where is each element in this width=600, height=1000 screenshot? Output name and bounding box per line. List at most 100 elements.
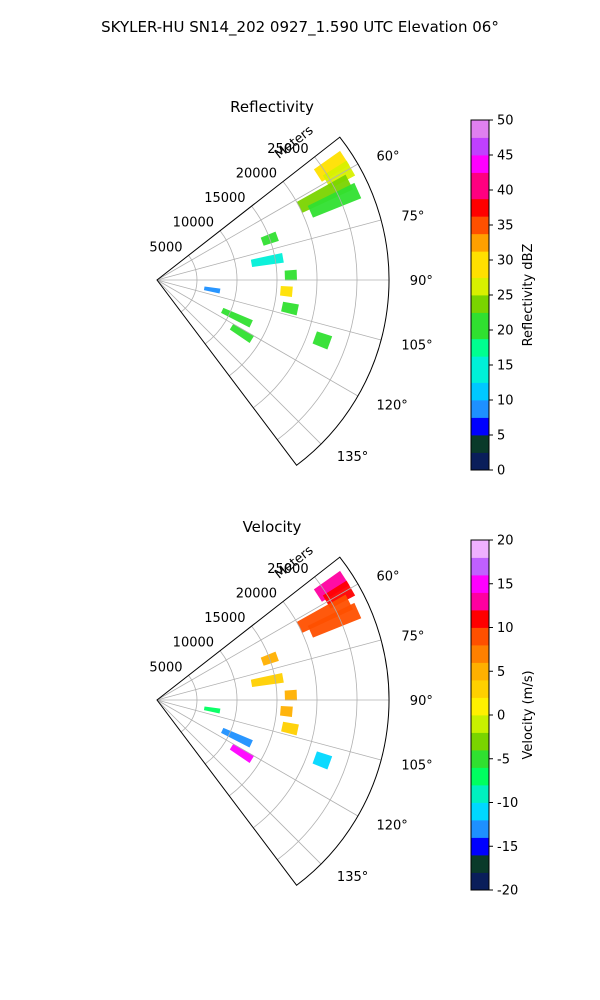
colorbar-segment — [471, 688, 489, 698]
colorbar-tick-label: 20 — [497, 534, 514, 549]
echo-cell — [229, 743, 255, 763]
colorbar-segment — [471, 601, 489, 611]
colorbar-segment — [471, 277, 489, 287]
colorbar-label: Velocity (m/s) — [521, 670, 536, 759]
panel-title: Velocity — [243, 518, 302, 536]
colorbar-segment — [471, 207, 489, 217]
echo-cell — [307, 182, 362, 218]
azimuth-spoke — [156, 583, 359, 701]
echo-cell — [203, 286, 221, 294]
colorbar-segment — [471, 706, 489, 716]
colorbar-tick-label: 25 — [497, 289, 514, 304]
colorbar-segment — [471, 365, 489, 375]
colorbar-segment — [471, 452, 489, 462]
echo-cell — [221, 307, 253, 328]
range-tick-label: 5000 — [149, 660, 182, 675]
echo-cell — [313, 150, 350, 182]
range-tick-label: 15000 — [204, 191, 245, 206]
colorbar-segment — [471, 828, 489, 838]
azimuth-spoke — [156, 163, 359, 281]
echo-cell — [221, 727, 253, 748]
colorbar-segment — [471, 303, 489, 313]
colorbar-segment — [471, 295, 489, 305]
range-ring — [253, 601, 318, 829]
colorbar-segment — [471, 268, 489, 278]
range-ring — [277, 576, 358, 861]
colorbar-segment — [471, 610, 489, 620]
panel-title: Reflectivity — [230, 98, 314, 116]
colorbar-segment — [471, 461, 489, 471]
echo-cell — [284, 269, 297, 281]
colorbar-segment — [471, 373, 489, 383]
colorbar-segment — [471, 128, 489, 138]
colorbar-tick-label: 50 — [497, 114, 514, 129]
azimuth-tick-label: 120° — [376, 398, 407, 413]
colorbar-tick-label: -20 — [497, 884, 518, 899]
colorbar-segment — [471, 216, 489, 226]
colorbar-segment — [471, 802, 489, 812]
azimuth-tick-label: 75° — [401, 630, 424, 645]
azimuth-spoke — [156, 279, 322, 445]
echo-cell — [250, 672, 284, 687]
colorbar-label: Reflectivity dBZ — [521, 244, 536, 347]
range-ring — [204, 650, 238, 765]
echo-layer — [203, 150, 362, 350]
echo-cell — [307, 602, 362, 638]
colorbar-segment — [471, 583, 489, 593]
range-tick-label: 20000 — [236, 166, 277, 181]
colorbar-tick-label: 20 — [497, 324, 514, 339]
colorbar-segment — [471, 435, 489, 445]
colorbar-segment — [471, 636, 489, 646]
colorbar-segment — [471, 540, 489, 550]
colorbar-tick-label: 30 — [497, 254, 514, 269]
colorbar-segment — [471, 356, 489, 366]
sector-frame — [156, 136, 390, 466]
range-ring — [228, 205, 278, 377]
echo-cell — [284, 689, 297, 701]
range-tick-label: 15000 — [204, 611, 245, 626]
colorbar-segment — [471, 680, 489, 690]
azimuth-tick-label: 90° — [410, 274, 433, 289]
azimuth-spoke — [156, 639, 382, 701]
echo-cell — [229, 323, 255, 343]
azimuth-tick-label: 75° — [401, 210, 424, 225]
colorbar-segment — [471, 653, 489, 663]
echo-cell — [281, 301, 299, 316]
colorbar-segment — [471, 881, 489, 891]
colorbar-tick-label: 15 — [497, 577, 514, 592]
echo-cell — [250, 252, 284, 267]
azimuth-tick-label: 135° — [337, 450, 368, 465]
colorbar-segment — [471, 155, 489, 165]
range-tick-label: 20000 — [236, 586, 277, 601]
echo-cell — [296, 594, 354, 633]
colorbar: 0 5 10 15 20 25 30 35 40 45 50 Reflectivity dBZ — [470, 114, 536, 479]
colorbar-segment — [471, 233, 489, 243]
azimuth-tick-label: 120° — [376, 818, 407, 833]
echo-cell — [296, 174, 354, 213]
colorbar-segment — [471, 391, 489, 401]
echo-layer — [203, 570, 362, 770]
range-ring — [253, 181, 318, 409]
colorbar-segment — [471, 872, 489, 882]
colorbar-segment — [471, 662, 489, 672]
colorbar-segment — [471, 321, 489, 331]
azimuth-spoke — [156, 699, 359, 817]
colorbar-segment — [471, 426, 489, 436]
colorbar-tick-label: 10 — [497, 621, 514, 636]
colorbar-segment — [471, 575, 489, 585]
colorbar-segment — [471, 741, 489, 751]
colorbar-tick-label: 45 — [497, 149, 514, 164]
echo-cell — [280, 286, 293, 298]
range-tick-label: 10000 — [173, 636, 214, 651]
figure-title: SKYLER-HU SN14_202 0927_1.590 UTC Elevat… — [101, 18, 499, 37]
colorbar-segment — [471, 163, 489, 173]
azimuth-tick-label: 105° — [401, 758, 432, 773]
colorbar-segment — [471, 181, 489, 191]
colorbar-segment — [471, 225, 489, 235]
colorbar-segment — [471, 627, 489, 637]
range-tick-label: 25000 — [267, 142, 308, 157]
reflectivity-panel: Reflectivity60°75°90°105°120°135°5000100… — [149, 98, 536, 479]
azimuth-tick-label: 135° — [337, 870, 368, 885]
colorbar-segment — [471, 846, 489, 856]
